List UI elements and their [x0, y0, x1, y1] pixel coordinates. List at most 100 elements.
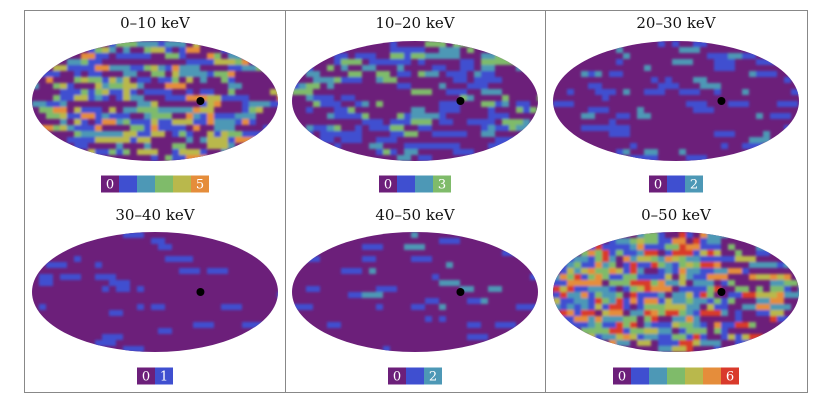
count-cell — [453, 71, 467, 77]
source-marker — [456, 97, 465, 105]
count-cell — [609, 262, 616, 268]
count-cell — [679, 340, 686, 346]
count-cell — [446, 101, 460, 107]
count-cell — [109, 113, 130, 119]
count-cell — [665, 280, 686, 286]
count-cell — [481, 53, 495, 59]
count-cell — [362, 101, 369, 107]
count-cell — [651, 316, 658, 322]
count-cell — [151, 47, 172, 53]
count-cell — [334, 107, 348, 113]
count-cell — [411, 119, 432, 125]
count-cell — [334, 113, 341, 119]
count-cell — [95, 47, 102, 53]
count-cell — [735, 250, 742, 256]
count-cell — [672, 322, 679, 328]
count-cell — [495, 125, 516, 131]
count-cell — [630, 328, 637, 334]
count-cell — [623, 256, 630, 262]
count-cell — [123, 131, 137, 137]
count-cell — [404, 143, 418, 149]
count-cell — [242, 107, 249, 113]
count-cell — [581, 316, 588, 322]
count-cell — [270, 101, 278, 107]
count-cell — [777, 262, 784, 268]
count-cell — [32, 83, 39, 89]
count-cell — [686, 47, 700, 53]
count-cell — [742, 89, 749, 95]
count-cell — [74, 143, 88, 149]
count-cell — [214, 59, 228, 65]
count-cell — [602, 95, 609, 101]
colorbar-min-label: 0 — [384, 178, 392, 193]
count-cell — [334, 131, 355, 137]
count-cell — [151, 155, 158, 161]
colorbar-max-label: 3 — [438, 178, 446, 193]
count-cell — [714, 268, 728, 274]
colorbar-min-label: 0 — [142, 370, 150, 385]
count-cell — [770, 280, 777, 286]
count-cell — [686, 268, 707, 274]
count-cell — [369, 59, 390, 65]
count-cell — [306, 107, 313, 113]
count-cell — [74, 95, 88, 101]
count-cell — [686, 256, 707, 262]
count-cell — [179, 65, 200, 71]
count-cell — [67, 113, 81, 119]
count-cell — [228, 65, 249, 71]
count-cell — [411, 304, 425, 310]
count-cell — [334, 322, 341, 328]
count-cell — [397, 155, 411, 161]
colorbar-max-label: 1 — [160, 370, 168, 385]
count-cell — [644, 298, 665, 304]
count-cell — [123, 107, 144, 113]
count-cell — [369, 53, 376, 59]
count-cell — [665, 77, 672, 83]
count-cell — [214, 119, 235, 125]
count-cell — [327, 83, 334, 89]
count-cell — [228, 95, 249, 101]
count-cell — [109, 47, 116, 53]
count-cell — [658, 334, 679, 340]
count-cell — [609, 238, 616, 244]
count-cell — [411, 107, 425, 113]
count-cell — [467, 322, 474, 328]
count-cell — [637, 340, 651, 346]
count-cell — [700, 268, 721, 274]
count-cell — [749, 274, 756, 280]
count-cell — [95, 53, 109, 59]
count-cell — [186, 155, 193, 161]
count-cell — [488, 143, 509, 149]
count-cell — [439, 113, 446, 119]
count-cell — [770, 304, 791, 310]
count-cell — [74, 256, 81, 262]
count-cell — [637, 268, 644, 274]
count-cell — [137, 286, 144, 292]
count-cell — [602, 298, 609, 304]
count-cell — [686, 155, 707, 161]
count-cell — [581, 125, 602, 131]
count-cell — [425, 53, 446, 59]
colorbar-max-label: 2 — [690, 178, 698, 193]
count-cell — [313, 101, 320, 107]
count-cell — [144, 65, 151, 71]
count-cell — [460, 65, 474, 71]
count-cell — [581, 280, 602, 286]
count-cell — [728, 244, 735, 250]
count-cell — [630, 280, 651, 286]
sky-map-heatmap — [553, 41, 799, 161]
count-cell — [623, 340, 630, 346]
count-cell — [165, 41, 186, 47]
count-cell — [651, 322, 672, 328]
count-cell — [123, 346, 144, 352]
count-cell — [588, 107, 609, 113]
count-cell — [637, 262, 644, 268]
colorbar-swatch — [155, 175, 173, 193]
count-cell — [369, 143, 383, 149]
count-cell — [362, 292, 383, 298]
count-cell — [756, 250, 770, 256]
count-cell — [186, 47, 200, 53]
count-cell — [362, 244, 383, 250]
